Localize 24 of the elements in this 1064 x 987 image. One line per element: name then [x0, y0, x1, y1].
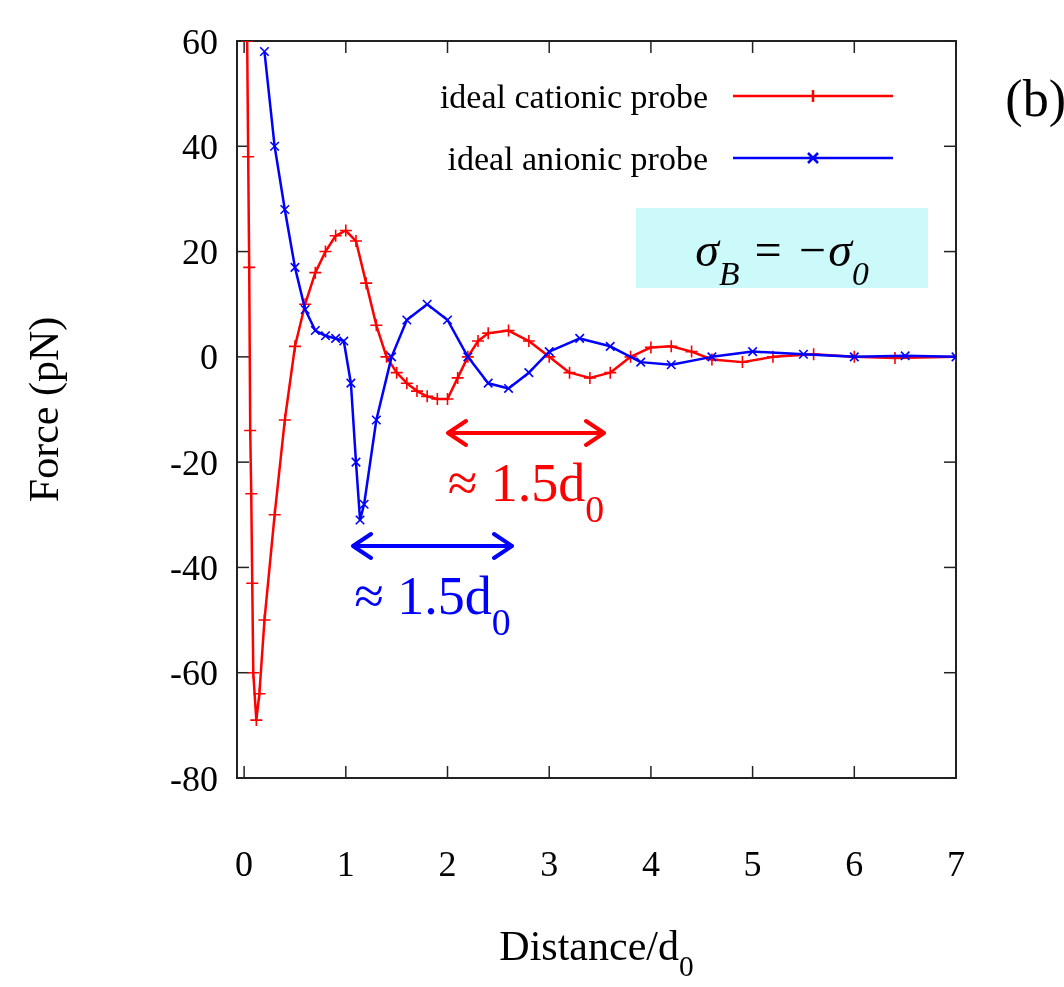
x-tick-label: 6: [845, 844, 864, 884]
x-tick-label: 4: [641, 844, 660, 884]
x-tick-label: 0: [235, 844, 254, 884]
y-tick-label: 20: [182, 232, 218, 273]
annotation: ≈ 1.5d$_{0}$: [447, 453, 605, 530]
text: (b): [1005, 70, 1064, 128]
legend-label: ideal anionic probe: [447, 140, 708, 177]
x-axis-title: Distance/d$_{0}$: [499, 923, 694, 982]
y-tick-label: -20: [170, 442, 218, 483]
x-tick-label: 5: [743, 844, 762, 884]
y-tick-label: -60: [170, 653, 218, 694]
annotation: σ$_{B}$ = −σ$_{0}$: [695, 223, 869, 292]
y-tick-label: 60: [182, 21, 218, 62]
y-tick-label: -80: [170, 758, 218, 799]
y-axis-title: Force (pN): [21, 316, 68, 503]
x-tick-label: 2: [438, 844, 457, 884]
y-tick-label: 0: [200, 337, 218, 378]
annotation: ≈ 1.5d$_{0}$: [354, 566, 511, 643]
y-tick-label: -40: [170, 548, 218, 589]
x-tick-label: 7: [947, 844, 965, 884]
x-tick-label: 1: [336, 844, 355, 884]
x-tick-label: 3: [540, 844, 559, 884]
y-tick-label: 40: [182, 126, 218, 167]
legend-label: ideal cationic probe: [439, 78, 708, 115]
